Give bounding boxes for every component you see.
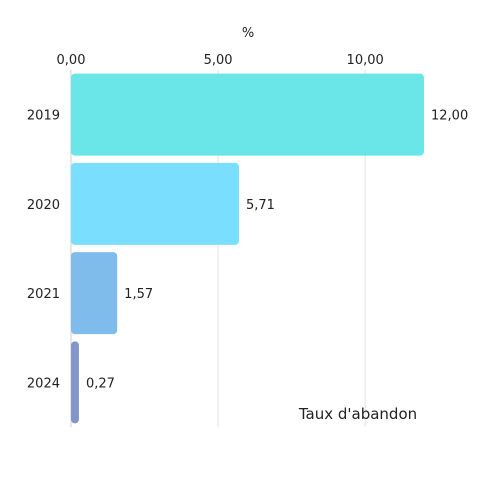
category-label: 2020 — [27, 198, 60, 213]
bar-2021 — [71, 252, 118, 335]
value-label: 5,71 — [246, 198, 275, 213]
bars — [71, 73, 424, 424]
x-tick-label: 5,00 — [204, 53, 233, 68]
x-axis-title: % — [242, 26, 254, 41]
bar-2020 — [71, 162, 239, 245]
value-label: 12,00 — [431, 109, 468, 124]
value-label: 0,27 — [86, 376, 115, 391]
value-labels: 12,00 5,71 1,57 0,27 — [86, 109, 468, 392]
x-axis-ticks: 0,00 5,00 10,00 — [57, 53, 384, 68]
category-label: 2019 — [27, 109, 60, 124]
bar-2024 — [71, 341, 79, 424]
legend-label: Taux d'abandon — [298, 405, 417, 423]
x-tick-label: 10,00 — [347, 53, 384, 68]
x-tick-label: 0,00 — [57, 53, 86, 68]
value-label: 1,57 — [124, 287, 153, 302]
category-label: 2024 — [27, 376, 60, 391]
bar-2019 — [71, 73, 424, 156]
category-label: 2021 — [27, 287, 60, 302]
y-axis-categories: 2019 2020 2021 2024 — [27, 109, 60, 392]
